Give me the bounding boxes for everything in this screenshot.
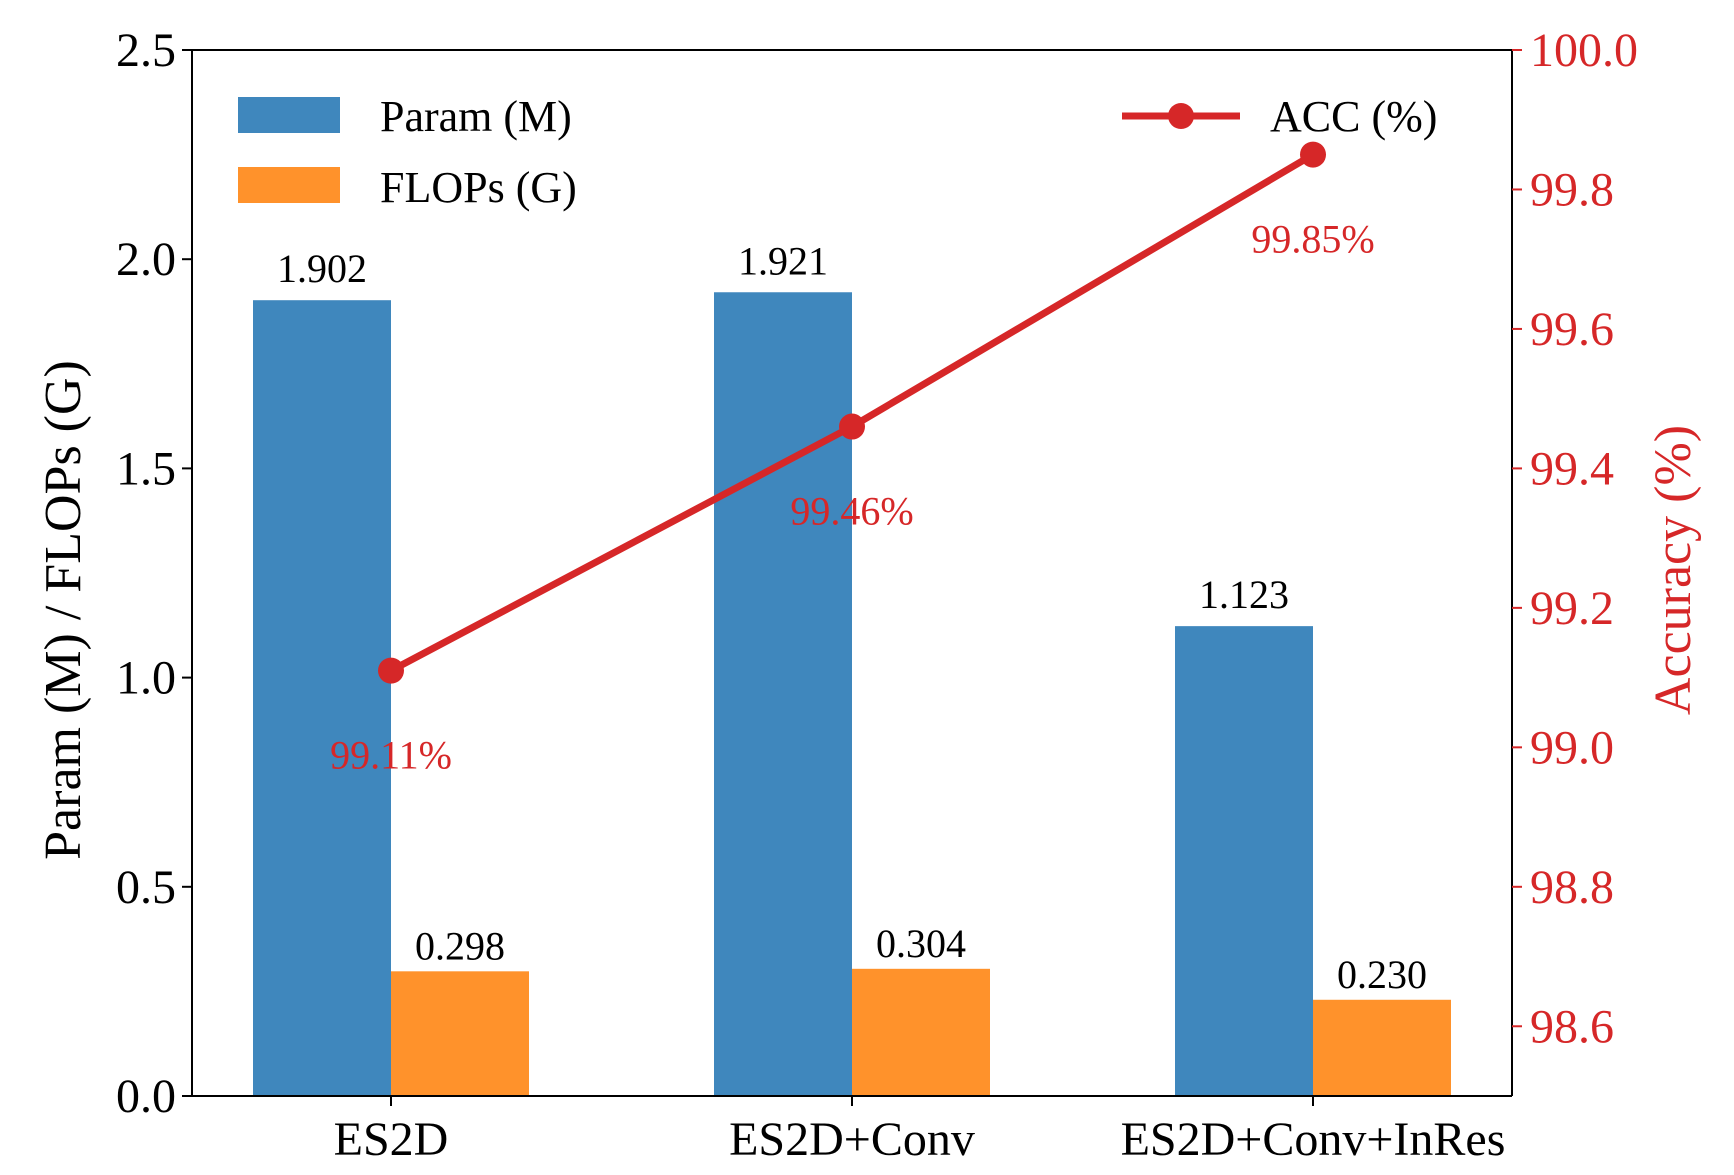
bar-flops-3 bbox=[1313, 999, 1451, 1096]
y-tick-label-left-5: 2.0 bbox=[116, 233, 176, 286]
legend-swatch-param bbox=[238, 97, 340, 133]
labels-layer: 1.902 0.298 ES2D 1.921 0.304 ES2D+Conv 1.123 0.… bbox=[277, 217, 1505, 1166]
y-tick-label-right-8: 100.0 bbox=[1530, 24, 1638, 77]
y-axis-title-left: Param (M) / FLOPs (G) bbox=[35, 360, 92, 860]
accuracy-label-2: 99.46% bbox=[790, 489, 913, 534]
y-tick-label-right-6: 99.6 bbox=[1530, 303, 1614, 356]
x-tick-label-1: ES2D bbox=[334, 1113, 449, 1166]
bar-param-1 bbox=[253, 300, 391, 1096]
bar-flops-1 bbox=[391, 971, 529, 1096]
y-tick-label-left-2: 0.5 bbox=[116, 861, 176, 914]
legend-left: Param (M) FLOPs (G) bbox=[238, 92, 577, 212]
x-tick-label-3: ES2D+Conv+InRes bbox=[1121, 1113, 1506, 1166]
legend-label-flops: FLOPs (G) bbox=[380, 163, 577, 212]
accuracy-point-1 bbox=[378, 657, 404, 684]
y-tick-label-left-4: 1.5 bbox=[116, 442, 176, 495]
x-tick-label-2: ES2D+Conv bbox=[729, 1113, 975, 1166]
y-tick-label-right-4: 99.2 bbox=[1530, 582, 1614, 635]
y-tick-label-left-3: 1.0 bbox=[116, 652, 176, 705]
ticks-layer: 0.0 0.5 1.0 1.5 2.0 2.5 98.6 98.8 99.0 99.2 99.4 99… bbox=[116, 24, 1638, 1123]
accuracy-point-3 bbox=[1300, 141, 1326, 168]
legend-label-param: Param (M) bbox=[380, 92, 572, 141]
legend-marker-acc bbox=[1168, 103, 1194, 129]
accuracy-point-2 bbox=[839, 413, 865, 440]
y-axis-title-right: Accuracy (%) bbox=[1645, 425, 1702, 715]
bar-label-param-2: 1.921 bbox=[738, 238, 828, 283]
y-tick-label-right-5: 99.4 bbox=[1530, 442, 1614, 495]
bar-param-3 bbox=[1175, 626, 1313, 1096]
legend-label-acc: ACC (%) bbox=[1270, 92, 1437, 141]
bar-label-param-3: 1.123 bbox=[1199, 572, 1289, 617]
bar-label-param-1: 1.902 bbox=[277, 246, 367, 291]
accuracy-label-3: 99.85% bbox=[1251, 217, 1374, 262]
bar-label-flops-2: 0.304 bbox=[876, 921, 966, 966]
accuracy-line-layer bbox=[378, 141, 1326, 684]
bar-label-flops-1: 0.298 bbox=[415, 923, 505, 968]
bar-label-flops-3: 0.230 bbox=[1337, 952, 1427, 997]
y-tick-label-right-7: 99.8 bbox=[1530, 163, 1614, 216]
bars-layer bbox=[253, 292, 1451, 1096]
bar-flops-2 bbox=[852, 968, 990, 1096]
bar-param-2 bbox=[714, 292, 852, 1096]
legend-swatch-flops bbox=[238, 167, 340, 203]
y-tick-label-left-6: 2.5 bbox=[116, 24, 176, 77]
y-tick-label-left-1: 0.0 bbox=[116, 1070, 176, 1123]
y-tick-label-right-3: 99.0 bbox=[1530, 721, 1614, 774]
legend-right: ACC (%) bbox=[1122, 92, 1437, 141]
accuracy-label-1: 99.11% bbox=[330, 733, 452, 778]
y-tick-label-right-1: 98.6 bbox=[1530, 1000, 1614, 1053]
y-tick-label-right-2: 98.8 bbox=[1530, 861, 1614, 914]
